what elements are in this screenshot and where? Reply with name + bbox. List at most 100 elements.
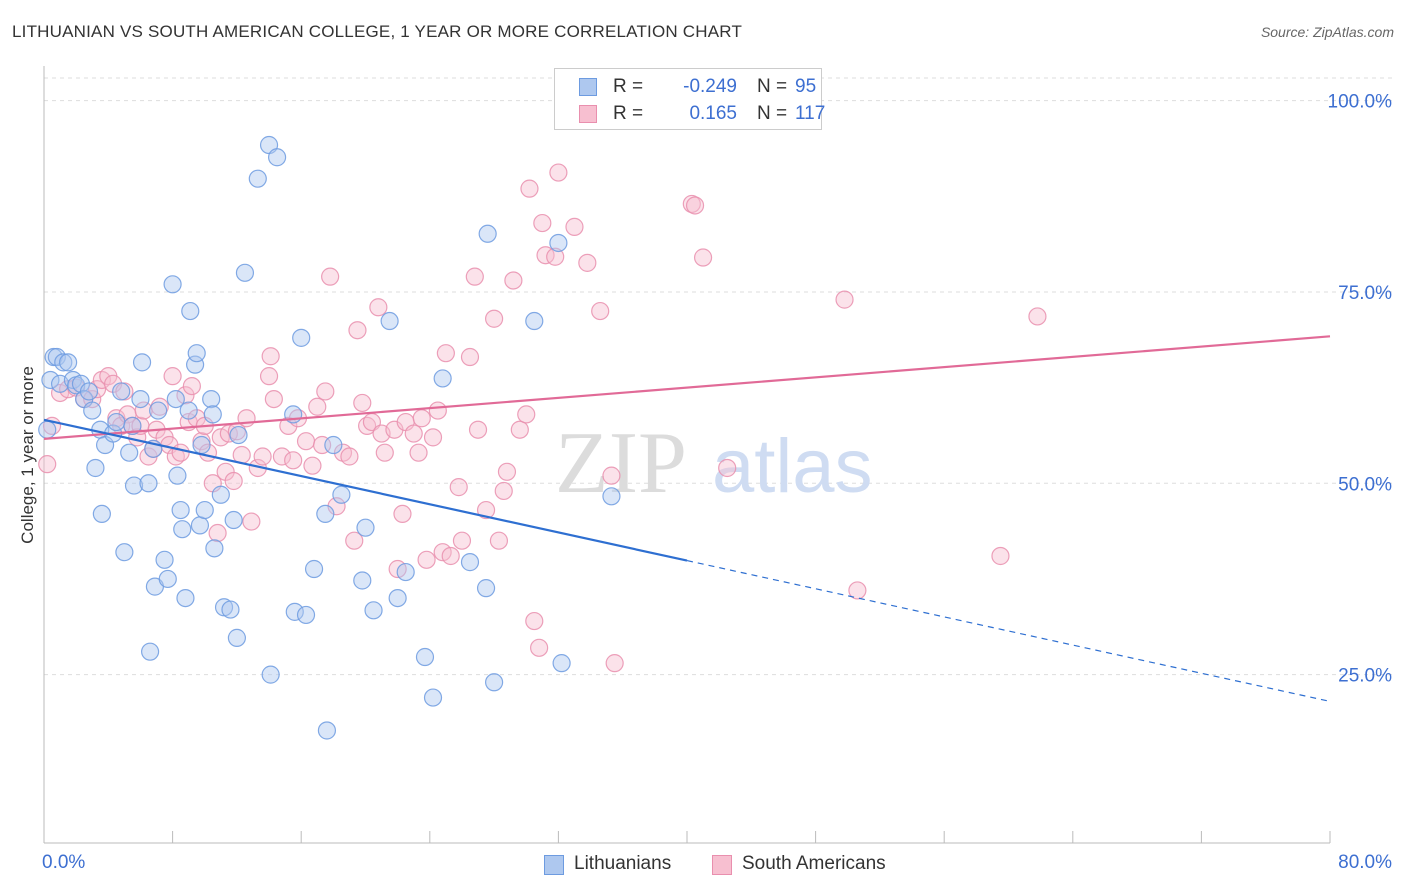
south-americans-point (549, 163, 568, 182)
south-americans-point (497, 462, 517, 481)
lithuanians-point (248, 169, 267, 188)
south-americans-point (253, 447, 272, 466)
south-americans-point (428, 401, 447, 420)
lithuanians-point (139, 474, 158, 493)
south-americans-point (510, 420, 529, 439)
south-americans-point (602, 466, 621, 485)
lithuanians-point (292, 328, 311, 347)
south-americans-point (530, 638, 549, 657)
south-americans-point (272, 447, 292, 466)
south-americans-point (460, 347, 480, 367)
lithuanians-point (163, 275, 182, 294)
south-americans-swatch-icon (579, 105, 597, 123)
south-americans-point (476, 500, 496, 520)
south-americans-point (264, 389, 283, 409)
south-americans-point (465, 267, 484, 286)
lithuanians-point (423, 688, 443, 707)
south-americans-point (192, 432, 211, 451)
lithuanians-point (478, 224, 497, 243)
r-value: -0.249 (683, 76, 737, 97)
lithuanians-point (92, 504, 111, 524)
south-americans-point (417, 550, 436, 569)
lithuanians-point (83, 401, 102, 420)
south-americans-point (296, 432, 316, 451)
south-americans-point (242, 512, 261, 531)
lithuanians-point (380, 311, 399, 331)
lithuanians-point (415, 647, 435, 667)
south-americans-point (171, 443, 190, 462)
x-tick-min: 0.0% (42, 852, 86, 873)
lithuanians-point (79, 382, 99, 401)
lithuanians-point (41, 370, 60, 390)
south-americans-point (423, 428, 443, 447)
south-americans-point (591, 301, 610, 321)
south-americans-legend-icon (712, 855, 732, 875)
lithuanians-point (267, 148, 287, 167)
south-americans-point (718, 458, 737, 478)
trend-lines (43, 335, 1331, 702)
lithuanians-point (364, 601, 383, 620)
south-americans-point (605, 654, 624, 673)
n-value: 95 (795, 76, 817, 97)
lithuanians-point (388, 588, 407, 608)
lithuanians-point (396, 562, 415, 582)
south-americans-point (345, 531, 364, 550)
stats-legend: R = -0.249 N = 95 R = 0.165 N = 117 (554, 68, 826, 130)
south-americans-point (494, 481, 513, 501)
south-americans-point (565, 217, 584, 236)
lithuanians-point (235, 263, 255, 282)
south-americans-point (436, 344, 455, 363)
south-americans-point (393, 504, 412, 524)
south-americans-point (685, 196, 705, 215)
lithuanians-point (460, 553, 480, 572)
lithuanians-trend-extrapolation (686, 560, 1331, 702)
lithuanians-point (131, 389, 150, 409)
chart-title: LITHUANIAN VS SOUTH AMERICAN COLLEGE, 1 … (12, 22, 743, 41)
lithuanians-point (304, 559, 324, 579)
lithuanians-point (149, 401, 168, 420)
south-americans-point (353, 393, 372, 413)
legend-label: South Americans (742, 853, 886, 874)
lithuanians-point (115, 543, 134, 562)
lithuanians-point (324, 435, 343, 455)
lithuanians-point (171, 500, 190, 520)
south-americans-point (259, 367, 279, 386)
south-americans-point (303, 456, 322, 475)
south-americans-point (369, 298, 388, 317)
south-americans-point (1028, 307, 1047, 326)
lithuanians-point (54, 353, 73, 372)
south-americans-trend-line (43, 335, 1331, 440)
r-label: R = (613, 103, 644, 124)
lithuanians-point (353, 571, 372, 590)
lithuanians-point (192, 435, 211, 455)
lithuanians-point (224, 510, 243, 530)
watermark-zip: ZIP (555, 415, 687, 512)
south-americans-point (375, 443, 394, 462)
lithuanians-point (195, 500, 214, 520)
south-americans-point (693, 248, 713, 267)
south-americans-point (182, 376, 201, 396)
south-americans-point (163, 367, 182, 386)
lithuanians-point (317, 721, 337, 740)
watermark-atlas: atlas (712, 424, 873, 509)
lithuanians-point (549, 233, 568, 253)
south-americans-point (412, 409, 431, 428)
south-americans-point (991, 546, 1010, 566)
south-americans-point (409, 443, 428, 462)
lithuanians-point (203, 405, 222, 424)
lithuanians-point (476, 579, 496, 598)
lithuanians-point (168, 466, 187, 485)
south-americans-point (308, 397, 327, 416)
south-americans-point (520, 179, 539, 198)
lithuanians-point (332, 485, 351, 504)
lithuanians-point (221, 600, 240, 619)
lithuanians-point (86, 458, 105, 478)
lithuanians-point (179, 401, 198, 420)
lithuanians-point (158, 569, 177, 589)
axes (43, 66, 1331, 844)
n-value: 117 (795, 103, 826, 124)
lithuanians-point (296, 605, 316, 625)
lithuanians-point (525, 311, 544, 331)
n-label: N = (757, 103, 788, 124)
